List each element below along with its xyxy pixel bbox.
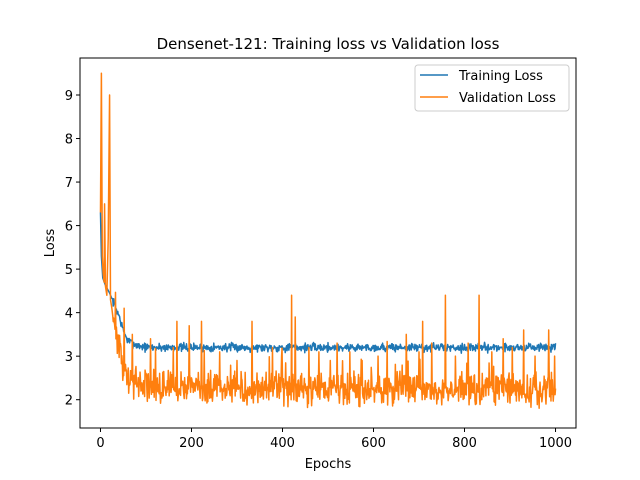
y-tick-label: 3 [65,350,73,365]
x-tick-label: 600 [361,436,386,451]
x-tick-label: 0 [96,436,104,451]
legend-label-validation: Validation Loss [459,91,556,106]
y-tick-label: 8 [65,133,73,148]
plot-area [79,57,577,429]
chart-title: Densenet-121: Training loss vs Validatio… [157,35,500,53]
legend: Training Loss Validation Loss [414,64,570,112]
y-axis-label: Loss [43,229,58,258]
x-tick-label: 200 [179,436,204,451]
y-tick-label: 6 [65,220,73,235]
legend-label-training: Training Loss [458,69,543,84]
x-axis: 0 200 400 600 800 1000 [96,428,572,451]
x-tick-label: 400 [270,436,295,451]
y-tick-label: 5 [65,263,73,278]
x-axis-label: Epochs [305,457,352,472]
x-tick-label: 1000 [539,436,572,451]
legend-box [414,64,570,112]
x-tick-label: 800 [452,436,477,451]
y-tick-label: 7 [65,176,73,191]
validation-loss-line [99,72,557,409]
y-tick-label: 4 [65,307,73,322]
y-axis: 2 3 4 5 6 7 8 9 [65,89,80,409]
series-layer [99,72,557,409]
y-tick-label: 2 [65,394,73,409]
y-tick-label: 9 [65,89,73,104]
axes-border [79,57,577,429]
